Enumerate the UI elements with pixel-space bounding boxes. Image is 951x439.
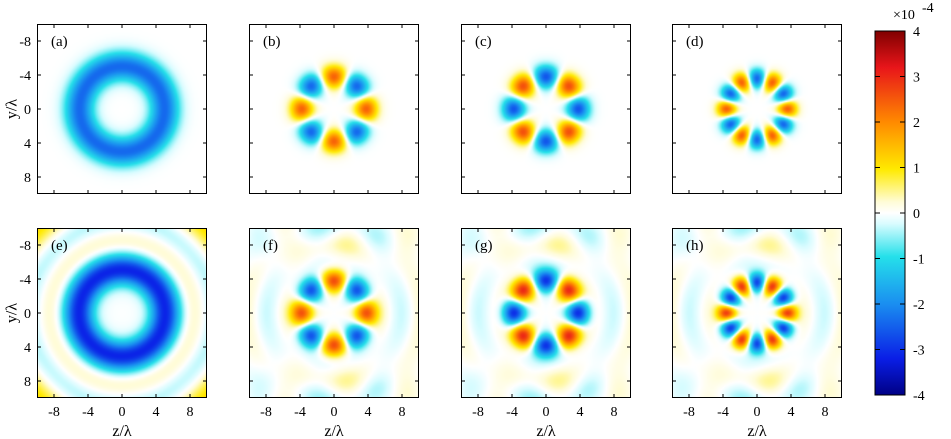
x-tick-label: 0 [331,405,338,420]
x-tick-label: -4 [506,405,518,420]
y-tick-label: 4 [24,137,31,152]
x-tick-label: -8 [472,405,484,420]
colorbar-tick-label: 4 [913,25,920,40]
colorbar-multiplier: ×10 [893,8,915,23]
x-tick-label: 8 [399,405,406,420]
panel-label: (e) [51,238,68,254]
x-tick-label: 8 [611,405,618,420]
colorbar-tick-label: 0 [913,207,920,222]
y-tick-label: -4 [19,273,31,288]
x-tick-label: 8 [187,405,194,420]
x-tick-label: -4 [82,405,94,420]
x-tick-label: 0 [543,405,550,420]
y-tick-label: 0 [24,307,31,322]
heatmap-panel: (a) -8 -4 0 4 8 y/λ [4,24,207,194]
heatmap-image [672,228,842,398]
x-tick-label: -4 [717,405,729,420]
x-axis-label: z/λ [747,423,767,439]
x-tick-label: 4 [365,405,372,420]
panel-label: (f) [263,238,278,254]
colorbar-tick-label: 3 [913,71,920,86]
heatmap-panel: (b) [249,24,419,194]
y-tick-label: 0 [24,103,31,118]
heatmap-panel: (g) -8 -4 0 4 8 z/λ [461,228,631,439]
panel-label: (c) [475,34,492,50]
heatmap-image [249,228,419,398]
y-tick-label: -8 [19,239,31,254]
heatmap-panel: (d) [672,24,842,194]
heatmap-image [249,24,419,194]
heatmap-image [461,24,631,194]
x-axis-label: z/λ [112,423,132,439]
colorbar-tick-label: -3 [913,344,925,359]
y-axis-label: y/λ [4,99,21,119]
y-axis-label: y/λ [4,303,21,323]
y-tick-label: 8 [24,171,31,186]
panel-label: (b) [263,34,281,50]
colorbar-tick-label: -4 [913,389,925,404]
panel-label: (a) [51,34,68,50]
colorbar-tick-label: 1 [913,162,920,177]
heatmap-image [37,24,207,194]
colorbar: 4 3 2 1 0 -1 -2 -3 -4 ×10 -4 [874,1,934,404]
panel-label: (g) [475,238,493,254]
heatmap-panel: (h) -8 -4 0 4 8 z/λ [672,228,842,439]
colorbar-tick-label: 2 [913,116,920,131]
panel-label: (h) [686,238,704,254]
x-tick-label: -4 [294,405,306,420]
x-tick-label: 0 [754,405,761,420]
x-tick-label: -8 [260,405,272,420]
x-tick-label: -8 [683,405,695,420]
panels-layer: (a) -8 -4 0 4 8 y/λ (b) (c) (d) (e) -8 -4 0 4 8 -8 -4 0 4 8 z… [4,24,842,439]
panel-label: (d) [686,34,704,50]
x-axis-label: z/λ [324,423,344,439]
heatmap-image [461,228,631,398]
heatmap-panel: (f) -8 -4 0 4 8 z/λ [249,228,419,439]
heatmap-image [672,24,842,194]
y-tick-label: -8 [19,35,31,50]
x-tick-label: 8 [822,405,829,420]
heatmap-panel: (c) [461,24,631,194]
colorbar-exponent: -4 [922,1,934,16]
x-tick-label: 4 [577,405,584,420]
heatmap-panel: (e) -8 -4 0 4 8 -8 -4 0 4 8 z/λ y/λ [4,228,207,439]
y-tick-label: -4 [19,69,31,84]
colorbar-tick-label: -2 [913,298,925,313]
colorbar-tick-label: -1 [913,253,925,268]
x-tick-label: 0 [119,405,126,420]
x-tick-label: -8 [48,405,60,420]
x-tick-label: 4 [153,405,160,420]
y-tick-label: 8 [24,375,31,390]
x-axis-label: z/λ [536,423,556,439]
heatmap-image [37,228,207,398]
x-tick-label: 4 [788,405,795,420]
y-tick-label: 4 [24,341,31,356]
